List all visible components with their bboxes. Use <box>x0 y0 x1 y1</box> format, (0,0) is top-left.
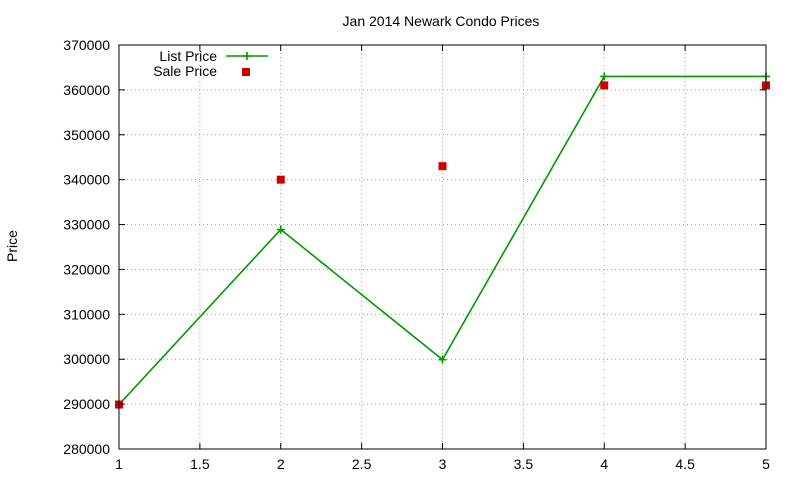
y-tick-label: 300000 <box>63 351 110 367</box>
legend-marker-sale-price <box>242 68 250 76</box>
y-tick-label: 320000 <box>63 261 110 277</box>
x-tick-label: 3.5 <box>514 456 534 472</box>
y-tick-label: 360000 <box>63 82 110 98</box>
chart-title: Jan 2014 Newark Condo Prices <box>343 13 540 29</box>
plot-series <box>115 72 770 409</box>
y-axis-label: Price <box>4 230 20 262</box>
x-axis: 1 1.5 2 2.5 3 3.5 4 4.5 5 <box>115 45 770 472</box>
y-axis: 280000 290000 300000 310000 320000 330000 3400… <box>63 37 766 457</box>
y-tick-label: 340000 <box>63 172 110 188</box>
x-tick-label: 4 <box>600 456 608 472</box>
x-tick-label: 1 <box>115 456 123 472</box>
legend-marker-list-price <box>243 52 251 60</box>
x-tick-label: 2.5 <box>352 456 372 472</box>
y-tick-label: 330000 <box>63 217 110 233</box>
x-tick-label: 2 <box>277 456 285 472</box>
legend-label-sale-price: Sale Price <box>153 63 217 79</box>
y-tick-label: 350000 <box>63 127 110 143</box>
y-tick-label: 370000 <box>63 37 110 53</box>
grid <box>119 45 766 449</box>
x-tick-label: 5 <box>762 456 770 472</box>
list-price-point <box>276 225 285 234</box>
sale-price-point <box>600 81 609 90</box>
x-tick-label: 1.5 <box>190 456 210 472</box>
sale-price-point <box>438 162 447 171</box>
y-tick-label: 310000 <box>63 306 110 322</box>
list-price-point <box>438 355 447 364</box>
legend-label-list-price: List Price <box>159 48 217 64</box>
x-tick-label: 3 <box>439 456 447 472</box>
x-tick-label: 4.5 <box>675 456 695 472</box>
sale-price-point <box>276 175 285 184</box>
list-price-point <box>600 72 609 81</box>
y-tick-label: 290000 <box>63 396 110 412</box>
y-tick-label: 280000 <box>63 441 110 457</box>
